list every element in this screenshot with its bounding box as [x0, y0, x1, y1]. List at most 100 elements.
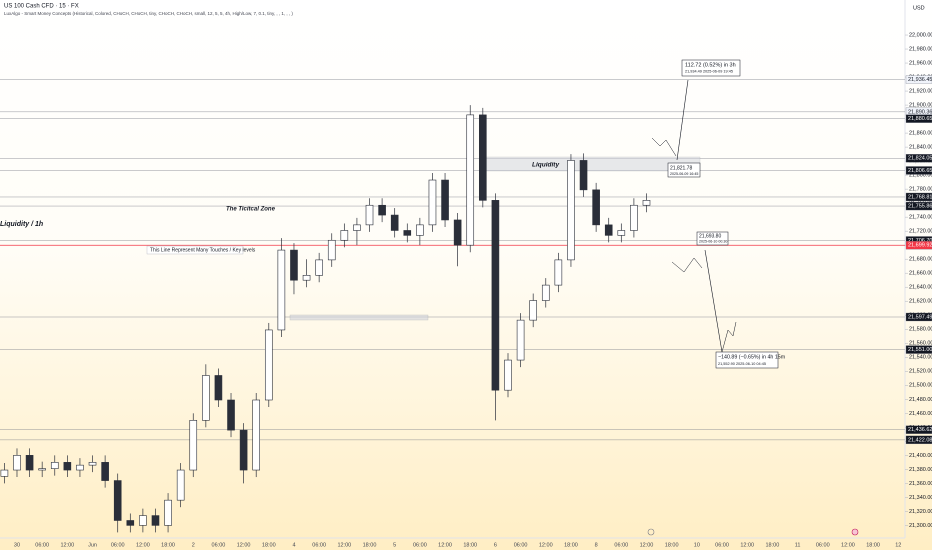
- x-tick-label: 18:00: [161, 542, 175, 548]
- candle-body: [126, 520, 135, 526]
- y-tick-label: 21,840.00: [909, 145, 932, 151]
- y-tick-label: 21,340.00: [909, 495, 932, 501]
- candle-body: [227, 399, 235, 431]
- x-tick-label: 18:00: [262, 542, 276, 548]
- x-tick-label: 5: [393, 542, 396, 548]
- price-label: 21,699.92: [908, 243, 932, 249]
- price-label-box: [905, 435, 932, 445]
- candle-body: [239, 429, 248, 471]
- y-tick-label: 21,980.00: [909, 46, 932, 52]
- y-tick-label: 21,960.00: [909, 61, 932, 67]
- candle-body: [453, 219, 462, 246]
- candle-body: [189, 420, 198, 471]
- measure-box: [667, 162, 701, 178]
- y-tick-label: 21,560.00: [909, 341, 932, 347]
- x-tick-label: 18:00: [866, 542, 880, 548]
- candle-body: [642, 200, 651, 206]
- annotation: 21,934.49 2025-06-09 19:45: [685, 70, 733, 74]
- candle-body: [630, 204, 638, 231]
- y-tick-label: 21,300.00: [909, 523, 932, 529]
- candle-body: [416, 224, 424, 236]
- y-tick-label: 22,000.00: [909, 32, 932, 38]
- candle-body: [466, 114, 475, 246]
- x-tick-label: 06:00: [312, 542, 326, 548]
- candle-body: [151, 515, 160, 526]
- candle-body: [252, 399, 260, 471]
- candle-body: [13, 455, 21, 471]
- price-label: 21,706.70: [908, 238, 932, 244]
- y-tick-label: 21,640.00: [909, 285, 932, 291]
- y-tick-label: 21,400.00: [909, 453, 932, 459]
- candle-body: [491, 200, 500, 391]
- x-tick-label: 12:00: [740, 542, 754, 548]
- measure-box: [696, 231, 729, 246]
- x-tick-label: 12:00: [841, 542, 855, 548]
- candle-body: [264, 329, 273, 401]
- x-tick-label: 06:00: [111, 542, 125, 548]
- annotation: Liquidity: [532, 162, 559, 169]
- x-tick-label: 6: [494, 542, 497, 548]
- candle-body: [315, 259, 323, 276]
- y-tick-label: 21,900.00: [909, 103, 932, 109]
- price-label: 21,768.81: [908, 194, 932, 200]
- price-label-box: [905, 425, 932, 434]
- price-label-box: [905, 345, 932, 354]
- price-label-box: [905, 201, 932, 211]
- liquidity-zone: [479, 156, 701, 172]
- candle-body: [88, 462, 97, 466]
- candle-body: [617, 230, 626, 236]
- annotation: Liquidity / 1h: [0, 221, 43, 228]
- candle-body: [214, 375, 223, 401]
- candle-body: [202, 375, 210, 421]
- candle-body: [302, 275, 311, 281]
- price-label-box: [905, 154, 932, 163]
- y-tick-label: 21,320.00: [909, 509, 932, 515]
- candle-body: [340, 230, 349, 241]
- candle-body: [365, 204, 374, 226]
- candle-body: [25, 455, 34, 471]
- price-label: 21,880.65: [908, 116, 932, 122]
- event-icon[interactable]: [647, 528, 655, 536]
- price-label-box: [905, 312, 932, 322]
- price-label: 21,890.36: [908, 109, 932, 115]
- x-tick-label: 06:00: [816, 542, 830, 548]
- candle-body: [139, 515, 147, 526]
- x-tick-label: Jun: [88, 542, 97, 548]
- x-tick-label: 06:00: [212, 542, 226, 548]
- x-tick-label: 06:00: [715, 542, 729, 548]
- x-tick-label: 8: [595, 542, 598, 548]
- price-label: 21,824.05: [908, 156, 932, 162]
- projection-down: [704, 249, 723, 353]
- candle-body: [403, 230, 412, 236]
- candle-body: [277, 249, 286, 331]
- annotation: 21,821.78: [670, 165, 692, 171]
- candle-body: [50, 462, 59, 469]
- y-tick-label: 21,780.00: [909, 187, 932, 193]
- candle-body: [164, 499, 172, 526]
- price-label-box: [905, 241, 932, 250]
- candle-body: [554, 259, 563, 286]
- candle-body: [0, 469, 9, 477]
- x-tick-label: 12:00: [60, 542, 74, 548]
- x-tick-label: 12: [895, 542, 901, 548]
- annotation: 2025-06-10 00:30: [699, 239, 727, 243]
- zigzag: [721, 321, 737, 353]
- event-icon[interactable]: [851, 528, 859, 536]
- x-tick-label: 18:00: [665, 542, 679, 548]
- y-tick-label: 21,620.00: [909, 299, 932, 305]
- x-tick-label: 10: [694, 542, 700, 548]
- y-tick-label: 21,720.00: [909, 229, 932, 235]
- y-tick-label: 21,520.00: [909, 369, 932, 375]
- candle-body: [504, 359, 512, 391]
- annotation: 21,693.80: [699, 233, 721, 239]
- price-label-box: [905, 114, 932, 123]
- x-tick-label: 06:00: [514, 542, 528, 548]
- levels: [0, 79, 905, 441]
- candle-body: [63, 462, 72, 471]
- y-tick-label: 21,480.00: [909, 397, 932, 403]
- price-label: 21,436.62: [908, 427, 932, 433]
- candle-body: [327, 239, 336, 261]
- price-label: 21,422.08: [908, 437, 932, 443]
